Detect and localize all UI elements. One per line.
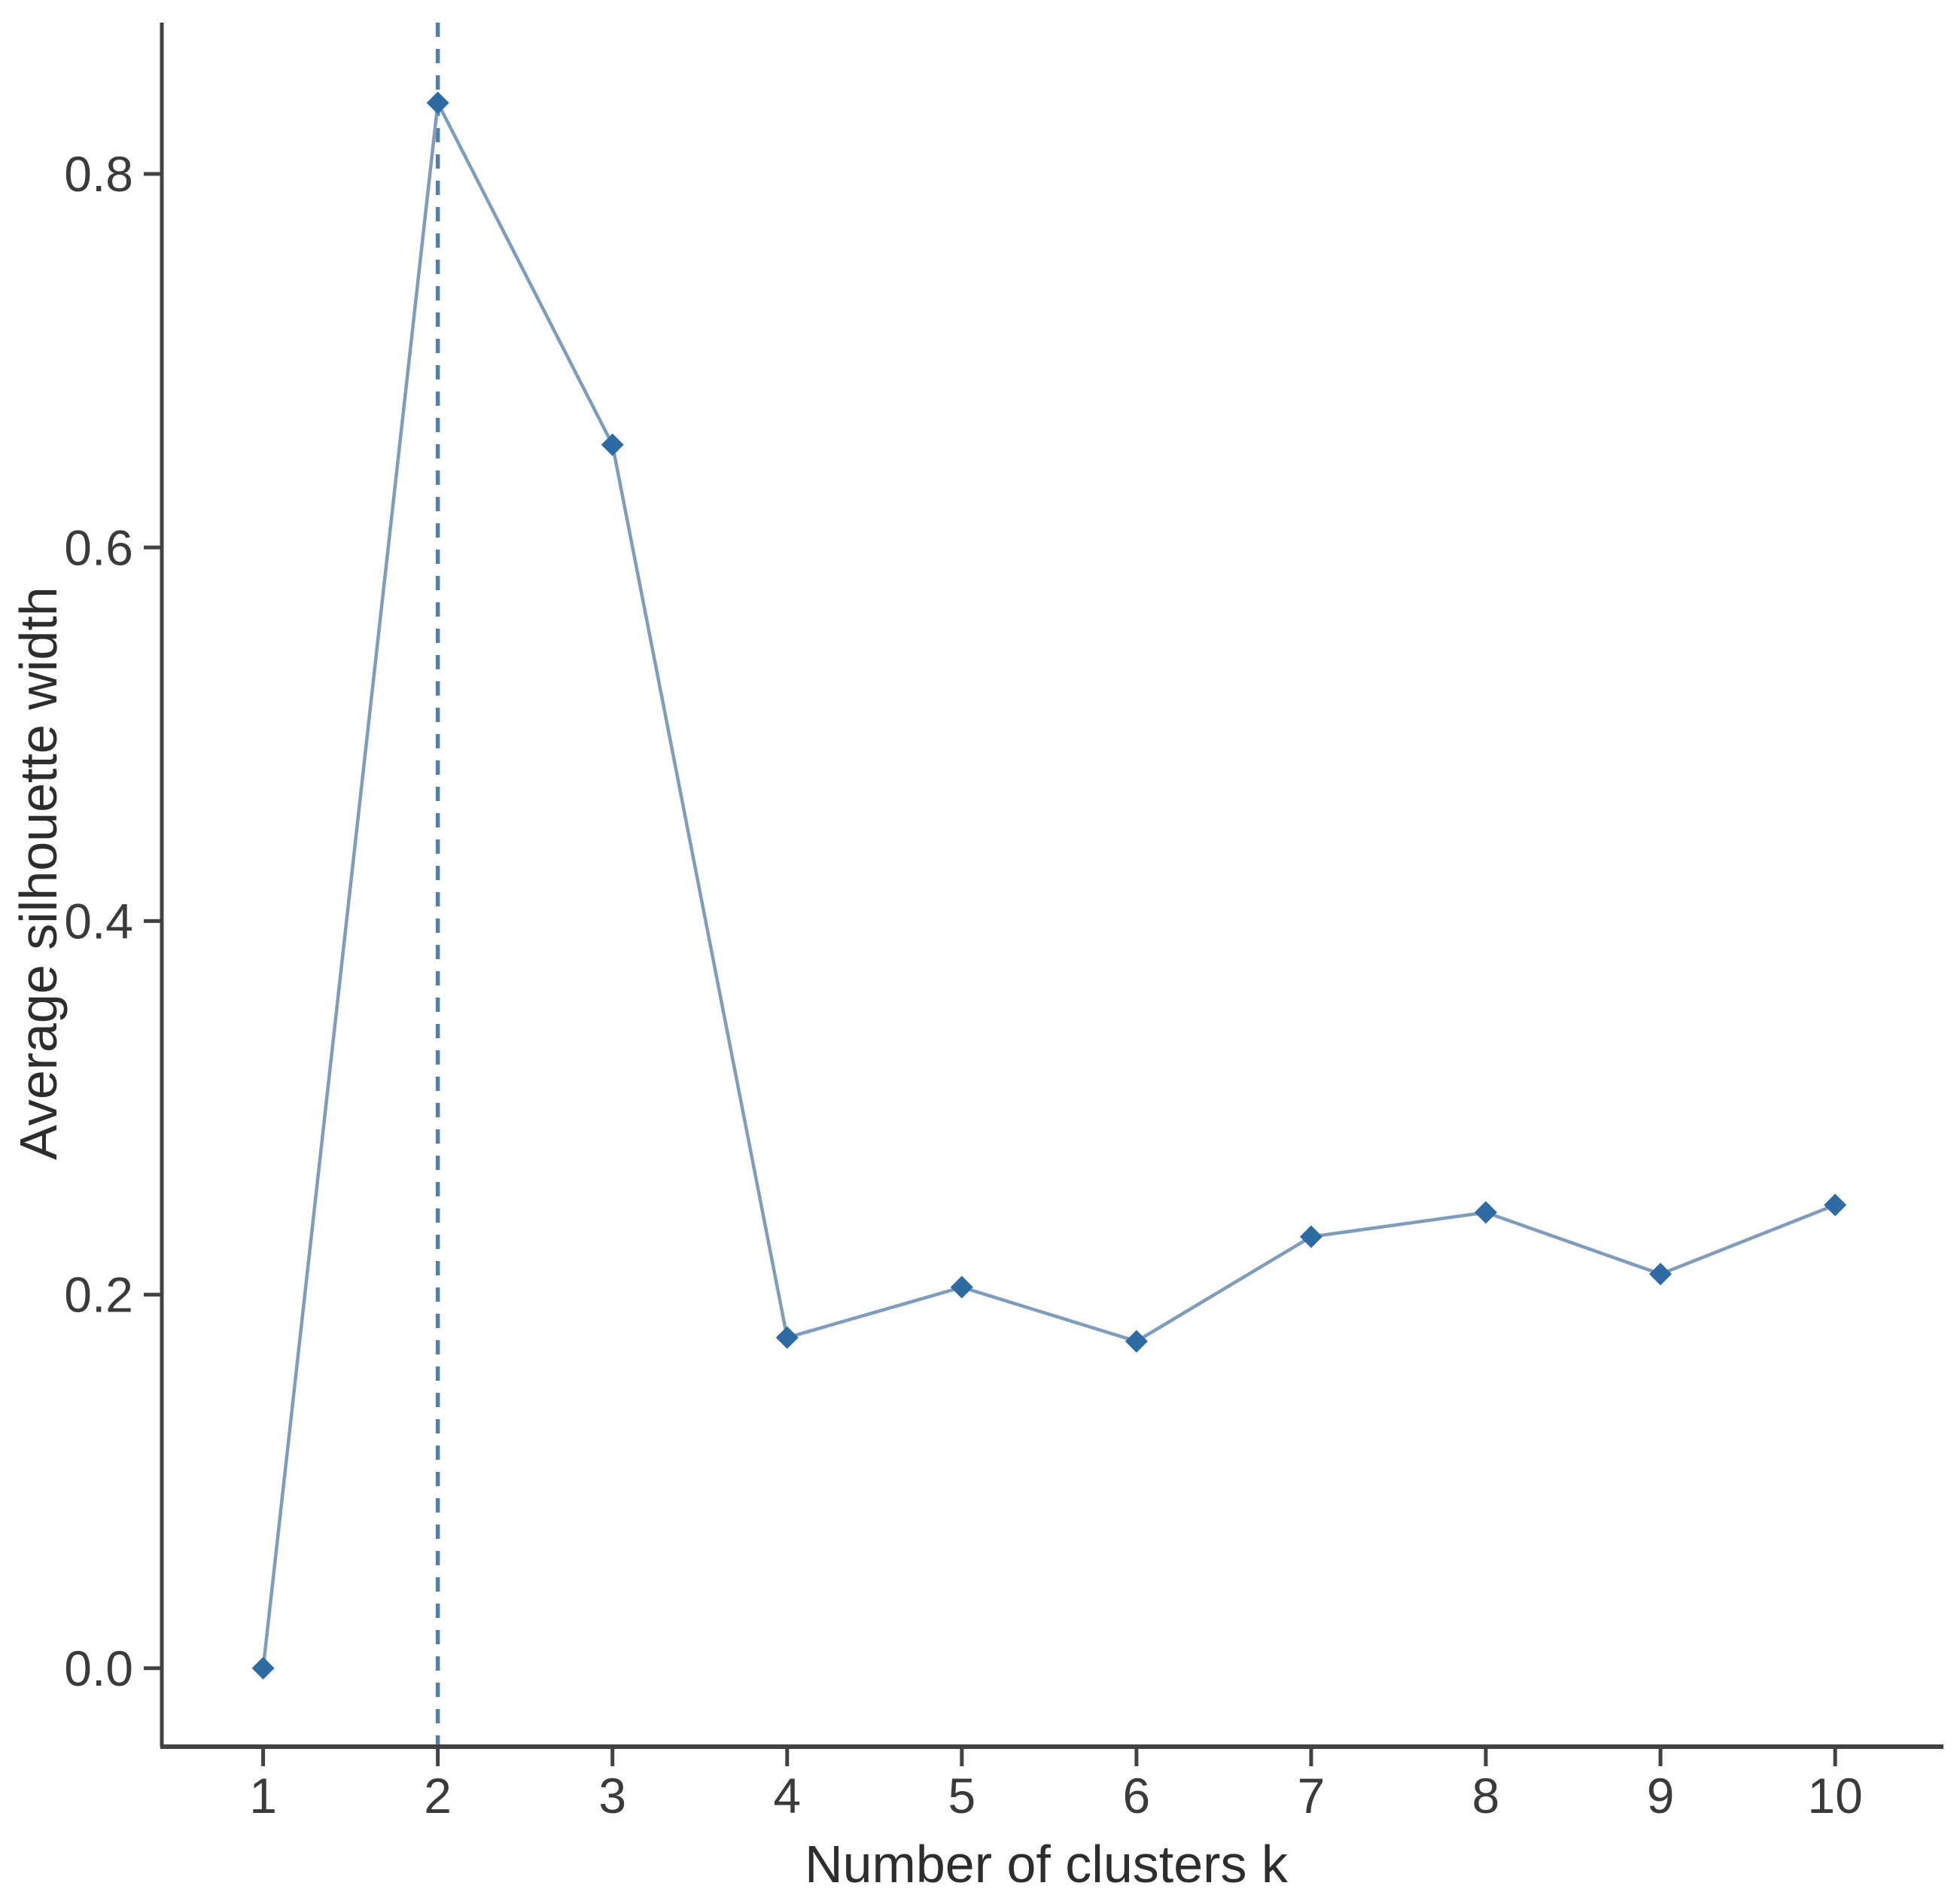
series-layer (251, 91, 1847, 1680)
y-tick-label: 0.0 (64, 1641, 133, 1696)
x-tick-label: 6 (1123, 1768, 1151, 1823)
y-tick-label: 0.2 (64, 1267, 133, 1323)
ticks-layer: 0.0 0.2 0.4 0.6 0.8 1 2 3 4 5 6 7 8 9 10 (64, 146, 1863, 1823)
axes-layer (160, 23, 1943, 1749)
data-point-k7 (1299, 1225, 1322, 1248)
x-tick-label: 4 (773, 1768, 801, 1823)
y-tick-label: 0.6 (64, 519, 133, 575)
y-tick-label: 0.8 (64, 146, 133, 202)
data-point-k3 (601, 433, 624, 456)
x-tick-label: 7 (1298, 1768, 1325, 1823)
y-tick-label: 0.4 (64, 893, 133, 949)
x-tick-label: 5 (948, 1768, 975, 1823)
x-tick-label: 8 (1472, 1768, 1500, 1823)
x-tick-label: 9 (1647, 1768, 1675, 1823)
data-point-k2 (426, 91, 449, 114)
data-point-k6 (1125, 1330, 1148, 1353)
x-axis-title: Number of clusters k (805, 1835, 1289, 1893)
data-point-k4 (775, 1326, 799, 1349)
data-point-k10 (1824, 1193, 1847, 1217)
y-axis-title: Average silhouette width (9, 586, 68, 1159)
data-point-k1 (251, 1656, 275, 1680)
x-tick-label: 2 (424, 1768, 452, 1823)
data-point-k8 (1475, 1201, 1498, 1224)
x-tick-label: 10 (1807, 1768, 1862, 1823)
x-tick-label: 1 (249, 1768, 277, 1823)
data-point-k5 (950, 1275, 973, 1299)
data-point-k9 (1649, 1263, 1672, 1286)
x-tick-label: 3 (598, 1768, 626, 1823)
silhouette-line (261, 101, 1837, 1671)
